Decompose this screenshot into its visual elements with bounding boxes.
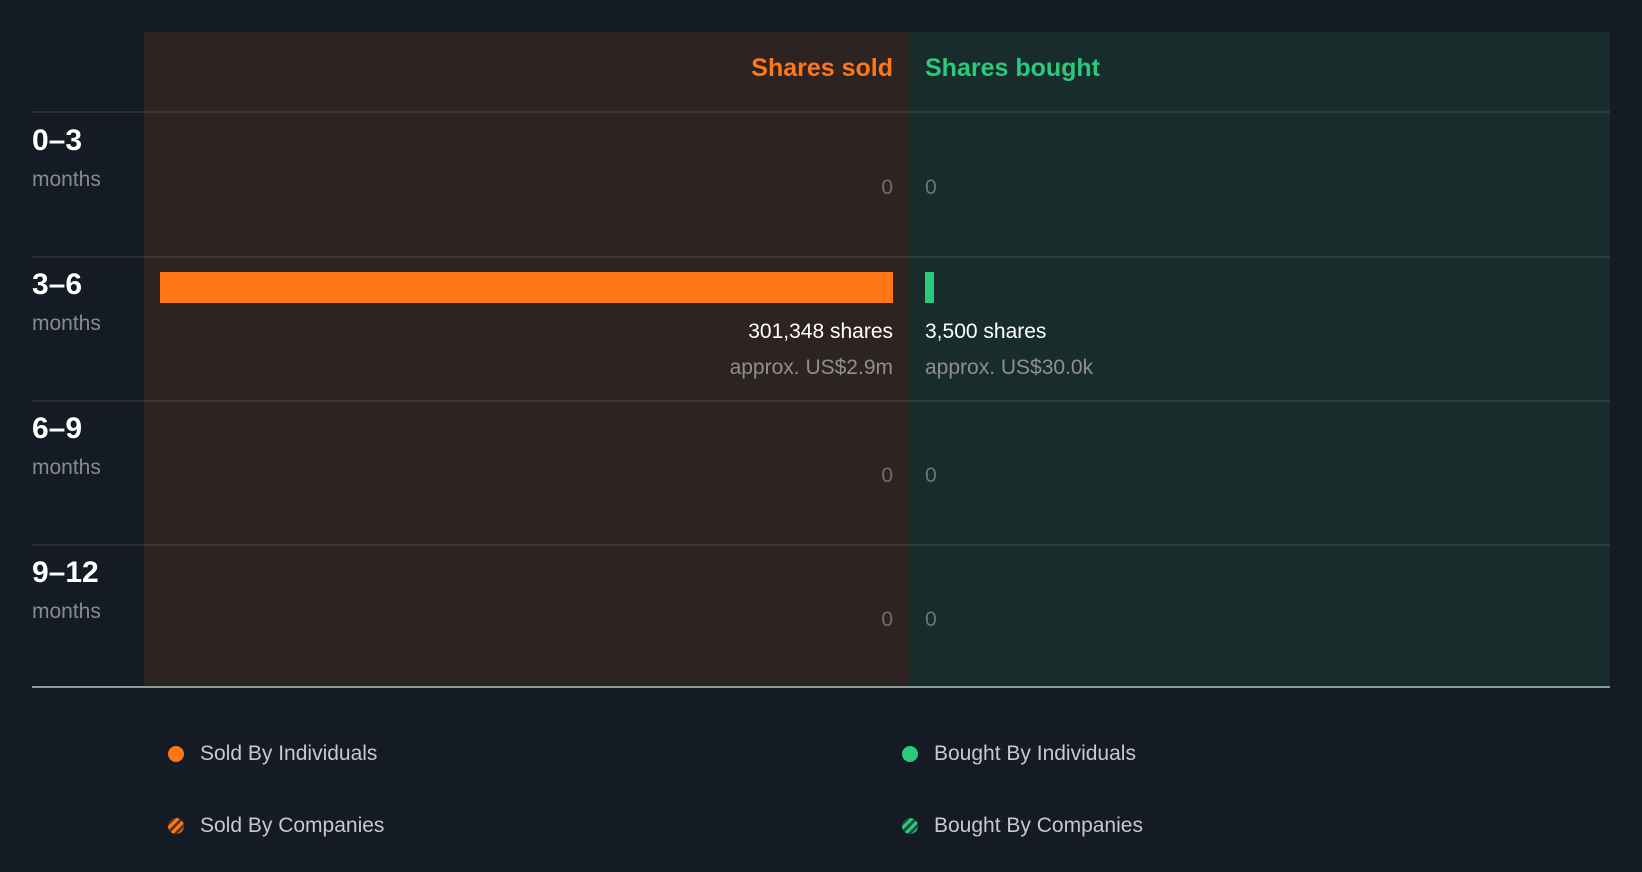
- sold-value: 0: [881, 464, 893, 487]
- striped-orange-dot-icon: [168, 818, 184, 834]
- bought-value: 0: [925, 176, 937, 199]
- shares-bought-panel: [909, 32, 1610, 687]
- legend-sold-companies[interactable]: Sold By Companies: [168, 814, 384, 838]
- bought-shares-value: 3,500 shares: [925, 320, 1047, 343]
- row-divider: [32, 400, 1610, 402]
- shares-sold-header: Shares sold: [751, 54, 893, 82]
- period-label-6-9: 6–9 months: [32, 412, 101, 480]
- legend-label: Bought By Companies: [934, 814, 1143, 837]
- x-axis-line: [32, 686, 1610, 688]
- period-label-3-6: 3–6 months: [32, 268, 101, 336]
- period-range: 6–9: [32, 412, 83, 445]
- row-divider: [32, 544, 1610, 546]
- period-range: 0–3: [32, 124, 83, 157]
- period-unit: months: [32, 312, 101, 335]
- period-unit: months: [32, 456, 101, 479]
- sold-approx-value: approx. US$2.9m: [729, 356, 893, 379]
- shares-bought-header: Shares bought: [925, 54, 1101, 82]
- green-dot-icon: [902, 746, 918, 762]
- legend-bought-companies[interactable]: Bought By Companies: [902, 814, 1143, 838]
- bought-bar[interactable]: [925, 272, 934, 303]
- legend-sold-individuals[interactable]: Sold By Individuals: [168, 742, 377, 766]
- sold-bar[interactable]: [160, 272, 893, 303]
- legend-bought-individuals[interactable]: Bought By Individuals: [902, 742, 1136, 766]
- row-divider: [32, 256, 1610, 258]
- legend-label: Sold By Companies: [200, 814, 385, 837]
- row-divider: [32, 111, 1610, 113]
- period-label-9-12: 9–12 months: [32, 556, 101, 624]
- bought-value: 0: [925, 608, 937, 631]
- bought-value: 0: [925, 464, 937, 487]
- period-unit: months: [32, 600, 101, 623]
- sold-shares-value: 301,348 shares: [748, 320, 893, 343]
- shares-sold-panel: [144, 32, 909, 687]
- period-label-0-3: 0–3 months: [32, 124, 101, 192]
- striped-green-dot-icon: [902, 818, 918, 834]
- orange-dot-icon: [168, 746, 184, 762]
- period-range: 3–6: [32, 268, 83, 301]
- legend-label: Bought By Individuals: [934, 742, 1136, 765]
- bought-approx-value: approx. US$30.0k: [925, 356, 1094, 379]
- sold-value: 0: [881, 608, 893, 631]
- legend-label: Sold By Individuals: [200, 742, 378, 765]
- sold-value: 0: [881, 176, 893, 199]
- period-unit: months: [32, 168, 101, 191]
- period-range: 9–12: [32, 556, 99, 589]
